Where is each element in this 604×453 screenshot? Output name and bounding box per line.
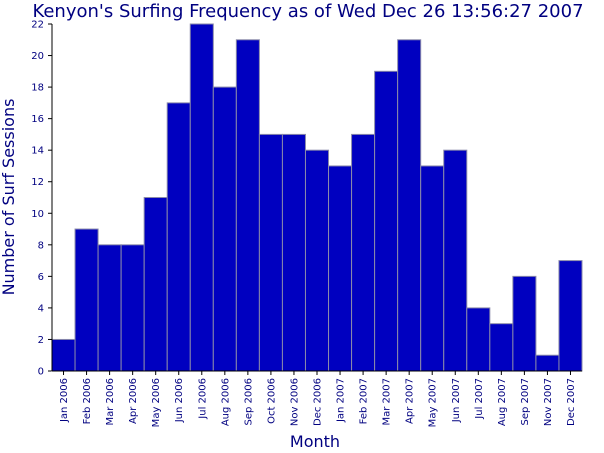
- bar: [120, 244, 145, 372]
- x-tick-label: Jun 2007: [451, 378, 462, 423]
- y-tick-label: 12: [31, 177, 44, 188]
- bar: [420, 165, 445, 372]
- x-tick-label: Jul 2006: [197, 378, 208, 420]
- x-tick-label: Sep 2007: [520, 378, 531, 425]
- x-tick-label: Aug 2007: [497, 378, 508, 426]
- bar: [166, 102, 191, 372]
- x-tick-label: Dec 2007: [566, 378, 577, 426]
- bar: [97, 244, 122, 372]
- y-axis-title: Number of Surf Sessions: [0, 99, 18, 296]
- y-tick-label: 10: [31, 209, 44, 220]
- x-tick-label: Apr 2006: [128, 378, 139, 424]
- x-axis-title: Month: [290, 432, 340, 451]
- x-tick-label: Jul 2007: [474, 378, 485, 420]
- bar: [74, 228, 99, 372]
- y-tick-label: 16: [31, 114, 44, 125]
- axes: [51, 24, 582, 372]
- y-tick-label: 18: [31, 83, 44, 94]
- x-tick-label: Jan 2006: [59, 378, 70, 423]
- x-tick-label: May 2006: [151, 378, 162, 427]
- bar: [489, 323, 514, 372]
- y-tick-label: 0: [38, 367, 44, 378]
- bar: [258, 133, 283, 372]
- x-tick-label: May 2007: [428, 378, 439, 427]
- y-tick-label: 20: [31, 51, 44, 62]
- bar: [235, 39, 260, 372]
- chart-title: Kenyon's Surfing Frequency as of Wed Dec…: [32, 1, 583, 22]
- x-tick-label: Jan 2007: [336, 378, 347, 423]
- y-tick-label: 6: [38, 272, 44, 283]
- bars: [51, 23, 583, 372]
- x-tick-label: Apr 2007: [405, 378, 416, 424]
- x-tick-label: Aug 2006: [220, 378, 231, 426]
- bar: [535, 354, 560, 372]
- x-tick-label: Feb 2006: [82, 378, 93, 424]
- bar: [189, 23, 214, 372]
- x-tick-label: Nov 2007: [543, 378, 554, 426]
- bar: [212, 86, 237, 372]
- x-tick-label: Jun 2006: [174, 378, 185, 423]
- y-axis-ticks: 0 2 4 6 8 10 12 14 16 18 20 22: [31, 20, 52, 378]
- x-tick-label: Dec 2006: [313, 378, 324, 426]
- bar: [281, 133, 306, 372]
- x-tick-label: Nov 2006: [289, 378, 300, 426]
- bar: [466, 307, 491, 372]
- bar: [558, 260, 583, 372]
- y-tick-label: 22: [31, 20, 44, 31]
- x-tick-label: Sep 2006: [243, 378, 254, 425]
- x-tick-label: Mar 2006: [105, 378, 116, 426]
- x-tick-label: Oct 2006: [266, 378, 277, 424]
- bar: [51, 338, 76, 372]
- x-axis-ticks: Jan 2006 Feb 2006 Mar 2006 Apr 2006 May 2006…: [59, 371, 577, 427]
- x-tick-label: Mar 2007: [382, 378, 393, 426]
- bar: [374, 70, 399, 372]
- bar: [304, 149, 330, 372]
- y-tick-label: 4: [38, 303, 44, 314]
- y-tick-label: 8: [38, 240, 44, 251]
- bar: [328, 165, 353, 372]
- x-tick-label: Feb 2007: [359, 378, 370, 424]
- bar: [351, 133, 376, 372]
- bar: [512, 275, 537, 372]
- bar: [443, 149, 468, 372]
- y-tick-label: 14: [31, 146, 44, 157]
- y-tick-label: 2: [38, 335, 44, 346]
- bar: [143, 197, 168, 372]
- bar: [397, 39, 422, 372]
